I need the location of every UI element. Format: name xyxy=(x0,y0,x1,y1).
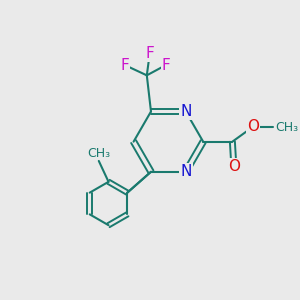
Text: CH₃: CH₃ xyxy=(275,121,299,134)
Text: N: N xyxy=(180,164,191,179)
Text: F: F xyxy=(162,58,171,73)
Text: F: F xyxy=(120,58,129,73)
Text: CH₃: CH₃ xyxy=(87,146,110,160)
Text: O: O xyxy=(247,118,259,134)
Text: O: O xyxy=(228,159,240,174)
Text: F: F xyxy=(145,46,154,61)
Text: N: N xyxy=(180,104,191,119)
